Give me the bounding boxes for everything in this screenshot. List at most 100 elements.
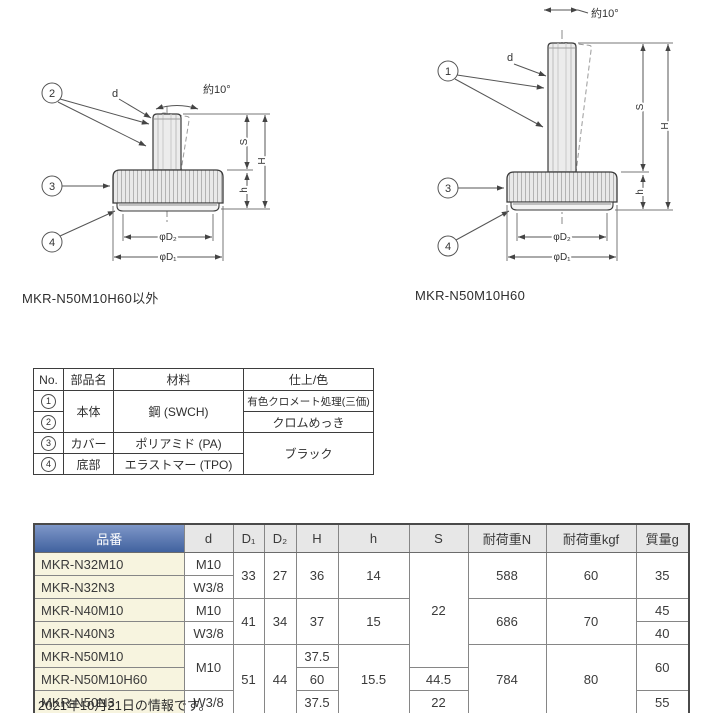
threaded-stud — [152, 113, 182, 171]
material-cell: エラストマー (TPO) — [113, 453, 244, 475]
load-n-cell: 588 — [467, 552, 547, 599]
d-cell: W3/8 — [183, 621, 234, 645]
circled-number: 2 — [41, 414, 56, 430]
header-finish-color: 仕上/色 — [243, 368, 374, 391]
d-cell: M10 — [183, 598, 234, 622]
h-total-cell: 36 — [295, 552, 339, 599]
circled-number: 3 — [41, 435, 56, 451]
h-body-cell: 15 — [337, 598, 410, 645]
d1-cell: 41 — [232, 598, 265, 645]
bottom-pad — [116, 202, 220, 212]
dim-h-body-label: h — [635, 189, 646, 195]
finish-cell: クロムめっき — [243, 411, 374, 433]
dim-dia2: φD₂ — [122, 214, 214, 245]
callout-body: 1 — [437, 60, 545, 128]
h-body-cell: 14 — [337, 552, 410, 599]
spec-row: MKR-N32M10 M10 33 27 36 14 22 588 60 35 — [33, 552, 690, 668]
part-no-cell: MKR-N32N3 — [33, 575, 185, 599]
circled-number: 1 — [41, 393, 56, 409]
dim-dia2-label: φD₂ — [553, 232, 571, 243]
angle-label: 約10° — [203, 82, 231, 96]
h-total-cell: 37 — [295, 598, 339, 645]
callout-body-number: 2 — [49, 88, 55, 100]
spec-row: MKR-N50M10H60 60 44.5 — [33, 667, 689, 691]
load-n-cell: 784 — [467, 644, 547, 713]
threaded-stud — [547, 42, 577, 173]
spec-row: MKR-N40N3 W3/8 40 — [33, 621, 690, 645]
finish-cell: ブラック — [243, 432, 374, 475]
finish-cell: 有色クロメート処理(三価) — [243, 390, 374, 412]
caption-right-diagram: MKR-N50M10H60 — [415, 288, 526, 303]
callout-cover: 3 — [41, 175, 110, 197]
callout-cover-number: 3 — [445, 183, 451, 195]
callout-bottom-number: 4 — [49, 237, 55, 249]
materials-row: 3 カバー ポリアミド (PA) ブラック — [33, 432, 374, 475]
dim-s-label: S — [635, 103, 646, 110]
mass-cell: 40 — [635, 621, 690, 645]
materials-table: No. 部品名 材料 仕上/色 1 本体 鋼 (SWCH) 有色クロメート処理(… — [33, 368, 374, 475]
dim-h-body-label: h — [239, 187, 250, 193]
info-date-note: 2021年10月21日の情報です。 — [38, 698, 212, 713]
header-h-total: H — [295, 523, 339, 553]
swivel-angle-dim: 約10° — [544, 6, 619, 20]
part-no-cell: MKR-N50N3 — [33, 690, 185, 713]
callout-bottom-number: 4 — [445, 241, 451, 253]
header-load-n: 耐荷重N — [467, 523, 547, 553]
materials-header-row: No. 部品名 材料 仕上/色 — [33, 368, 374, 391]
header-no: No. — [33, 368, 64, 391]
part-no-cell: MKR-N40M10 — [33, 598, 185, 622]
part-number-cell: 4 — [33, 453, 64, 475]
extension-lines — [578, 42, 673, 211]
header-part-no: 品番 — [33, 523, 185, 553]
spec-header-row: 品番 d D₁ D₂ H h S 耐荷重N 耐荷重kgf 質量g — [33, 523, 690, 553]
d-cell: M10 — [183, 552, 234, 576]
header-d: d — [183, 523, 234, 553]
bottom-pad — [510, 201, 614, 211]
header-load-kgf: 耐荷重kgf — [545, 523, 637, 553]
part-no-cell: MKR-N50M10H60 — [33, 667, 185, 691]
part-no-cell: MKR-N32M10 — [33, 552, 185, 576]
thread-size-label: d — [507, 52, 513, 64]
load-n-cell: 686 — [467, 598, 547, 645]
d2-cell: 27 — [263, 552, 297, 599]
materials-row: 1 本体 鋼 (SWCH) 有色クロメート処理(三価) — [33, 390, 374, 433]
swivel-arc — [155, 104, 199, 110]
thread-size-label: d — [112, 88, 118, 100]
part-name-cell: カバー — [63, 432, 114, 454]
d1-cell: 33 — [232, 552, 265, 599]
header-mass: 質量g — [635, 523, 690, 553]
dim-s: S — [237, 115, 252, 169]
d-cell: W3/8 — [183, 575, 234, 599]
diagram-long-stud-foot: 約10° d 1 3 4 — [437, 6, 673, 265]
h-body-cell: 15.5 — [337, 644, 410, 713]
mass-cell: 35 — [635, 552, 690, 599]
part-name-cell: 底部 — [63, 453, 114, 475]
caption-left-diagram: MKR-N50M10H60以外 — [22, 291, 159, 306]
spec-row: MKR-N32N3 W3/8 — [33, 575, 689, 599]
header-material: 材料 — [113, 368, 244, 391]
callout-bottom: 4 — [437, 210, 510, 257]
extension-lines — [183, 113, 270, 210]
dim-h-total: H — [255, 115, 270, 208]
part-no-cell: MKR-N50M10 — [33, 644, 185, 668]
knurled-body — [112, 169, 224, 204]
spec-row: MKR-N40M10 M10 41 34 37 15 686 70 45 — [33, 598, 690, 645]
part-number-cell: 1 — [33, 390, 64, 412]
material-cell: ポリアミド (PA) — [113, 432, 244, 454]
part-number-cell: 3 — [33, 432, 64, 454]
d2-cell: 34 — [263, 598, 297, 645]
dim-h-total-label: H — [660, 122, 671, 129]
header-d1: D₁ — [232, 523, 265, 553]
callout-body-number: 1 — [445, 66, 451, 78]
dim-s: S — [633, 44, 648, 171]
materials-row: 4 底部 エラストマー (TPO) — [33, 453, 374, 475]
dim-dia1-label: φD₁ — [553, 252, 571, 263]
load-kgf-cell: 60 — [545, 552, 637, 599]
dim-dia1: φD₁ — [112, 206, 224, 265]
mass-cell: 55 — [635, 690, 690, 713]
callout-cover: 3 — [437, 177, 504, 199]
header-part-name: 部品名 — [63, 368, 114, 391]
s-cell: 22 — [408, 552, 469, 668]
material-cell: 鋼 (SWCH) — [113, 390, 244, 433]
dim-dia2-label: φD₂ — [159, 232, 177, 243]
